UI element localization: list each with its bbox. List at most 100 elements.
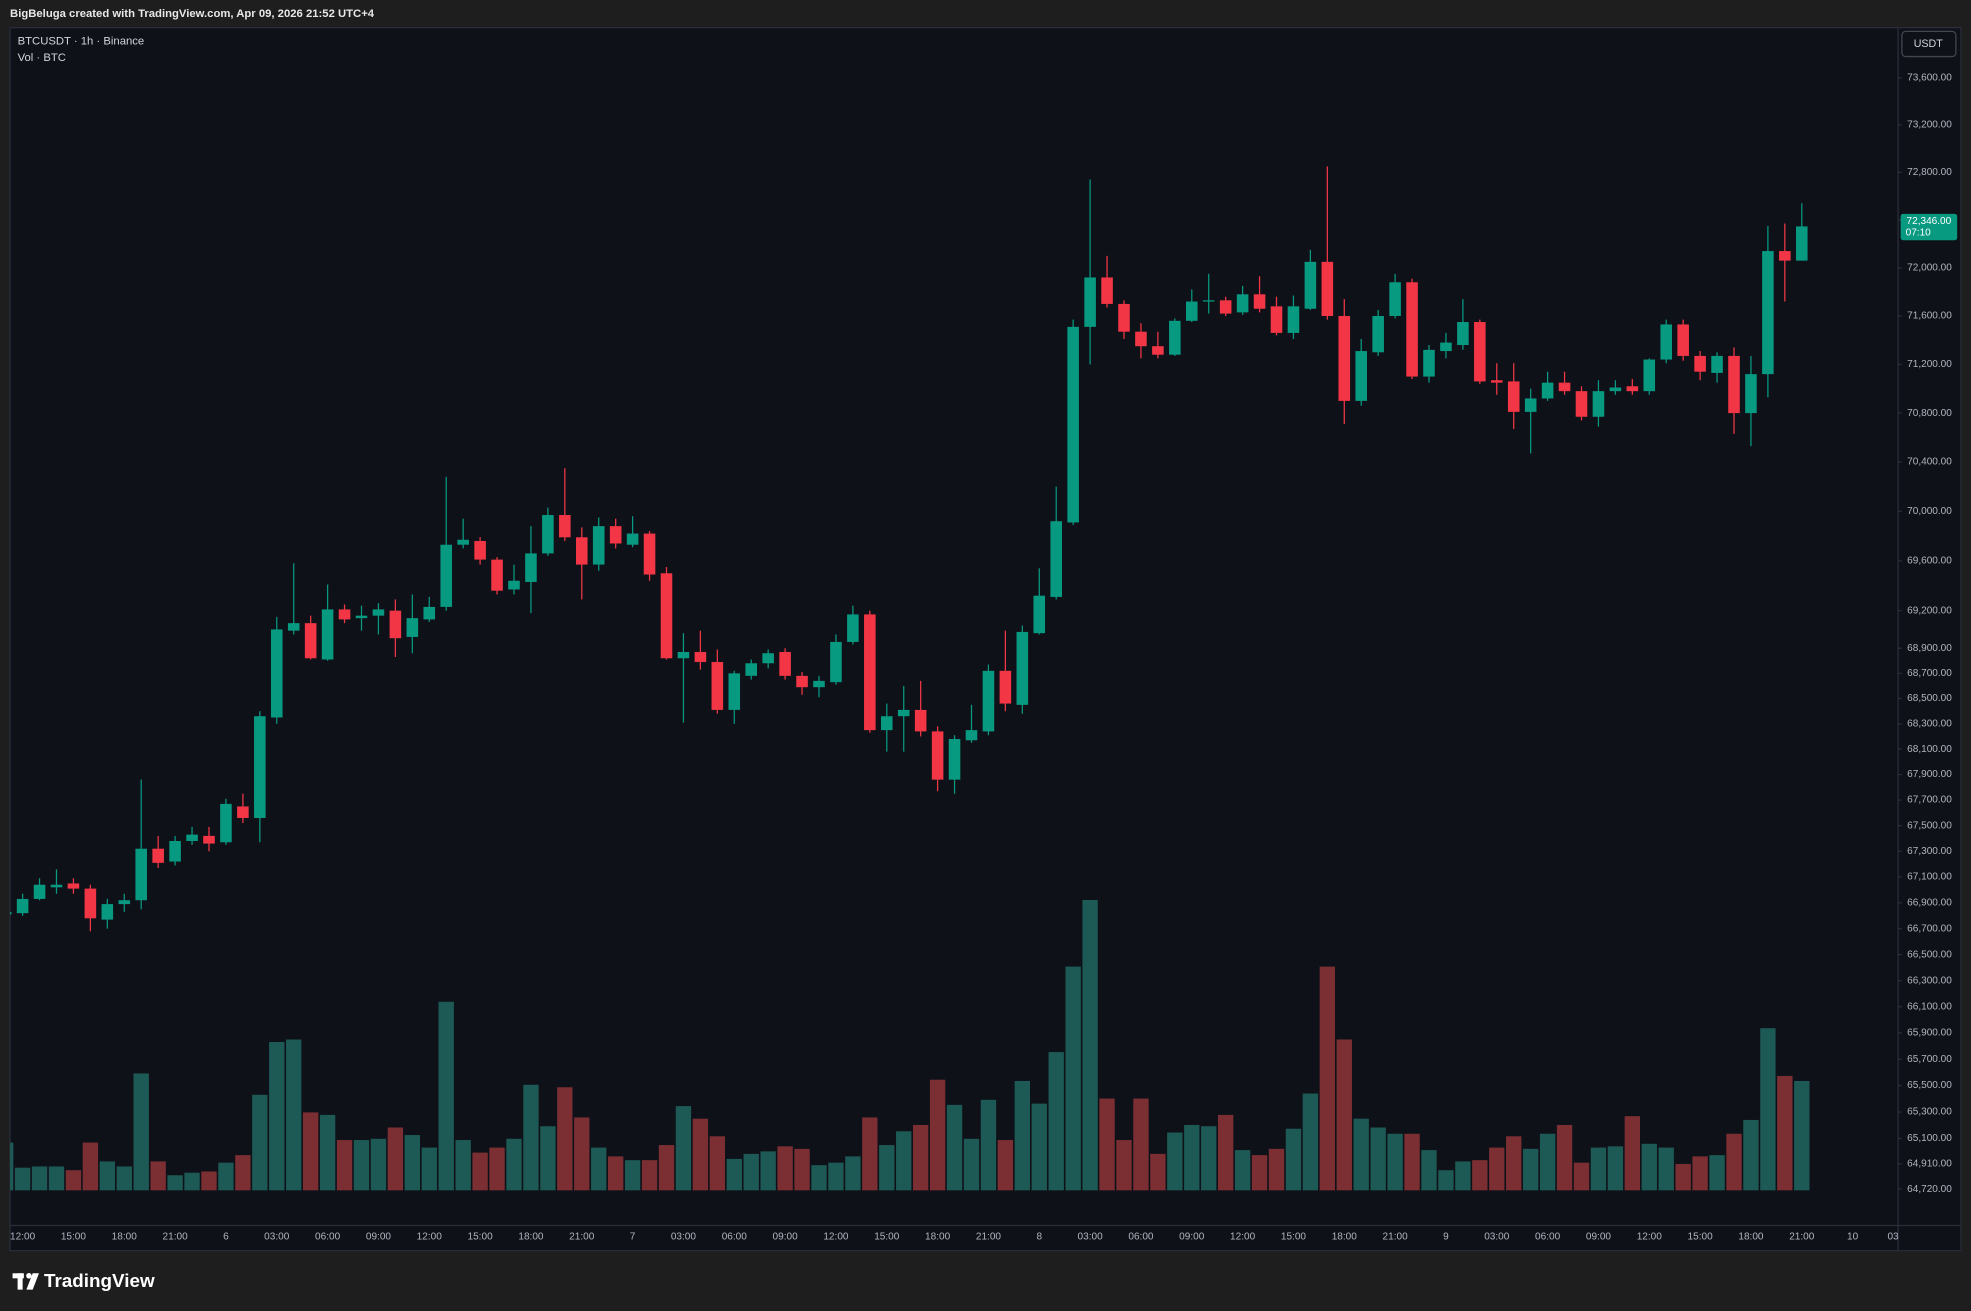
volume-bar bbox=[1387, 1133, 1403, 1191]
candle-body bbox=[711, 662, 724, 710]
candle-body bbox=[982, 670, 995, 732]
y-tick-label: 68,300.00 bbox=[1907, 718, 1952, 729]
volume-bar bbox=[1217, 1114, 1234, 1191]
candle-body bbox=[508, 580, 520, 590]
volume-bar bbox=[658, 1145, 675, 1191]
volume-bar bbox=[557, 1087, 573, 1191]
candle-body bbox=[237, 806, 249, 818]
candle-body bbox=[169, 841, 181, 862]
candle-body bbox=[1795, 226, 1808, 261]
volume-bar bbox=[675, 1106, 692, 1191]
volume-bar bbox=[1624, 1116, 1641, 1191]
x-tick-label: 09:00 bbox=[366, 1231, 392, 1242]
currency-button[interactable] bbox=[1901, 30, 1957, 58]
candle-body bbox=[745, 663, 757, 676]
volume-bar bbox=[1726, 1133, 1742, 1191]
volume-bar bbox=[1590, 1147, 1607, 1191]
candle-body bbox=[1101, 277, 1113, 304]
x-tick-label: 10 bbox=[1847, 1231, 1859, 1242]
volume-bar bbox=[946, 1104, 963, 1191]
volume-bar bbox=[1031, 1103, 1047, 1191]
volume-bar bbox=[438, 1001, 454, 1191]
volume-bar bbox=[1658, 1147, 1674, 1191]
candle-body bbox=[643, 533, 656, 575]
candle-body bbox=[1236, 294, 1249, 313]
candle-body bbox=[542, 515, 554, 554]
candle-body bbox=[1084, 277, 1096, 327]
volume-bar bbox=[82, 1142, 99, 1191]
volume-bar bbox=[879, 1145, 895, 1191]
tradingview-logo bbox=[12, 1273, 39, 1290]
volume-bar bbox=[489, 1147, 505, 1191]
candle-body bbox=[592, 526, 605, 565]
candle-body bbox=[203, 835, 215, 844]
candle-body bbox=[677, 651, 690, 659]
y-tick-label: 68,700.00 bbox=[1907, 668, 1952, 679]
candle-body bbox=[457, 539, 469, 545]
candle-body bbox=[491, 559, 503, 591]
candle-body bbox=[321, 609, 334, 660]
volume-bar bbox=[1099, 1098, 1115, 1191]
x-tick-label: 18:00 bbox=[1332, 1231, 1358, 1242]
volume-bar bbox=[896, 1131, 912, 1191]
volume-bar bbox=[1353, 1118, 1369, 1191]
volume-bar bbox=[1167, 1132, 1183, 1191]
candle-body bbox=[762, 653, 774, 664]
volume-bar bbox=[370, 1138, 387, 1191]
candle-body bbox=[1524, 398, 1537, 412]
logo-shape bbox=[26, 1273, 39, 1290]
volume-bar bbox=[1455, 1161, 1471, 1191]
candle-body bbox=[609, 526, 622, 544]
candle-body bbox=[1372, 315, 1384, 353]
volume-bar bbox=[1234, 1150, 1251, 1191]
volume-bar bbox=[794, 1148, 810, 1191]
y-tick-label: 65,700.00 bbox=[1907, 1054, 1952, 1065]
candle-body bbox=[1609, 387, 1622, 392]
volume-bar bbox=[777, 1146, 793, 1191]
candle-body bbox=[813, 680, 825, 688]
y-tick-label: 66,300.00 bbox=[1907, 975, 1952, 986]
volume-bar bbox=[1268, 1148, 1285, 1191]
candle-body bbox=[965, 730, 978, 741]
volume-bar bbox=[811, 1165, 827, 1191]
candle-body bbox=[1779, 251, 1791, 261]
x-tick-label: 12:00 bbox=[10, 1231, 36, 1242]
plot-area bbox=[10, 166, 1810, 1191]
y-tick-label: 67,700.00 bbox=[1907, 795, 1952, 806]
candle-body bbox=[1728, 355, 1740, 414]
volume-bar bbox=[167, 1175, 183, 1191]
y-tick-label: 71,200.00 bbox=[1907, 359, 1952, 370]
candle-body bbox=[931, 731, 944, 780]
candle-body bbox=[220, 803, 232, 843]
y-tick-label: 67,300.00 bbox=[1907, 846, 1952, 857]
x-tick-label: 18:00 bbox=[925, 1231, 951, 1242]
volume-bar bbox=[1201, 1126, 1217, 1191]
volume-bar bbox=[387, 1127, 404, 1191]
volume-bar bbox=[1641, 1143, 1657, 1191]
candle-body bbox=[1253, 294, 1266, 309]
volume-bar bbox=[252, 1094, 268, 1191]
candle-body bbox=[423, 606, 436, 620]
countdown-label: 07:10 bbox=[1906, 227, 1932, 238]
y-tick-label: 66,900.00 bbox=[1907, 897, 1952, 908]
volume-bar bbox=[540, 1126, 556, 1191]
last-price-label: 72,346.00 bbox=[1907, 216, 1952, 227]
volume-bar bbox=[692, 1118, 709, 1191]
volume-bar bbox=[1794, 1080, 1810, 1191]
volume-bar bbox=[1692, 1156, 1708, 1191]
candle-body bbox=[372, 609, 385, 616]
candle-body bbox=[1660, 324, 1673, 360]
candle-body bbox=[10, 911, 12, 915]
x-tick-label: 03:00 bbox=[264, 1231, 290, 1242]
y-tick-label: 73,200.00 bbox=[1907, 120, 1952, 131]
candle-body bbox=[1169, 320, 1181, 355]
y-tick-label: 68,500.00 bbox=[1907, 693, 1952, 704]
x-tick-label: 7 bbox=[630, 1231, 636, 1242]
candle-body bbox=[50, 884, 63, 888]
currency-label[interactable]: USDT bbox=[1914, 38, 1944, 50]
volume-bar bbox=[574, 1117, 590, 1191]
candle-body bbox=[1270, 306, 1283, 333]
volume-bar bbox=[286, 1039, 302, 1191]
x-tick-label: 18:00 bbox=[112, 1231, 138, 1242]
